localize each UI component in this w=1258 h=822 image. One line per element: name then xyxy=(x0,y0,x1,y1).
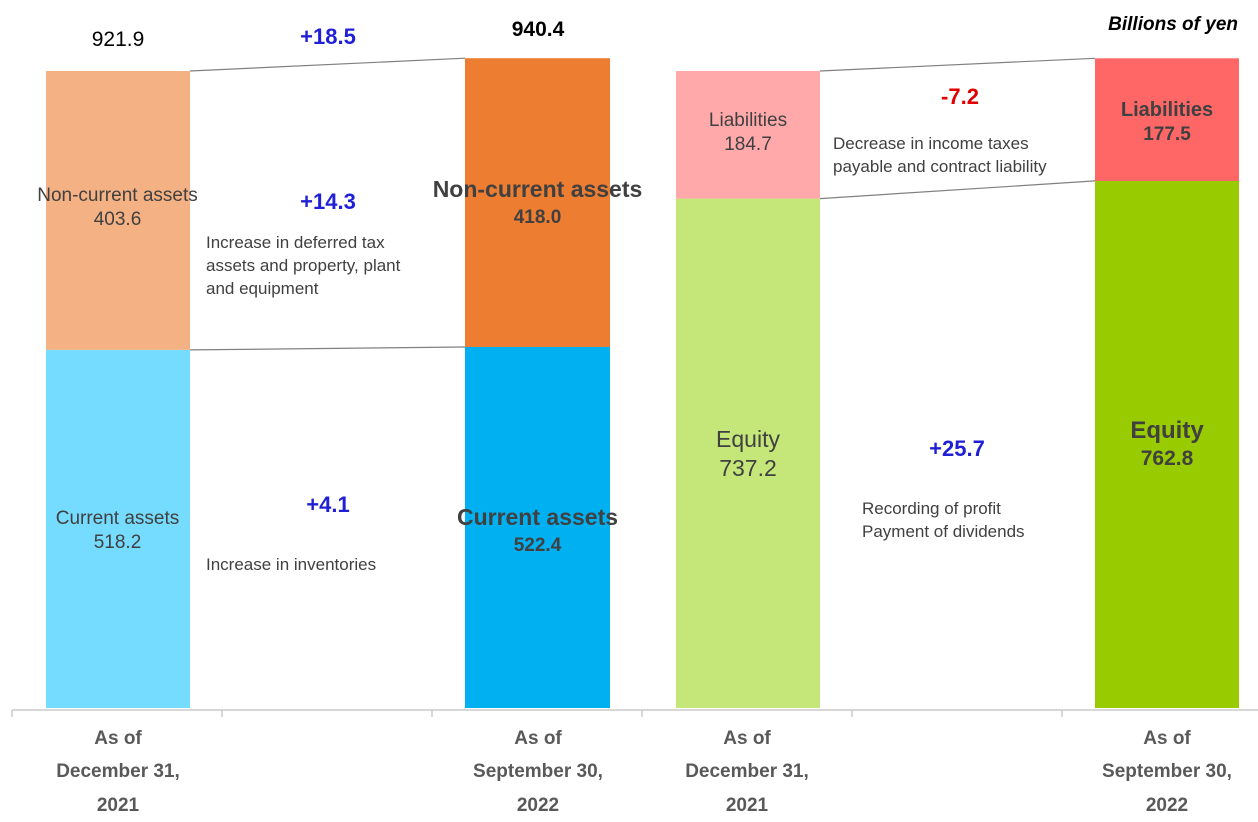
prev-noncurrent-value: 403.6 xyxy=(93,208,142,230)
curr-assets-bar-non-current-assets xyxy=(465,58,610,347)
unit-label: Billions of yen xyxy=(1108,14,1238,35)
curr-le-bar-equity xyxy=(1095,180,1239,708)
equity-change-note: Recording of profit Payment of dividends xyxy=(862,498,1025,544)
prev-equity-label: Equity 737.2 xyxy=(676,425,820,483)
equity-change-note-line-2: Payment of dividends xyxy=(862,521,1025,541)
curr-assets-bar-current-assets xyxy=(465,347,610,708)
prev-le-bar-equity xyxy=(676,198,820,708)
prev-equity-name: Equity xyxy=(716,426,780,452)
le-connector-mid xyxy=(819,180,1096,200)
noncurrent-change-delta: +14.3 xyxy=(300,189,356,214)
x-tick-text-3: As of December 31, 2021 xyxy=(685,728,809,816)
curr-equity-label: Equity 762.8 xyxy=(1095,416,1239,472)
prev-current-value: 518.2 xyxy=(93,531,142,553)
x-tick-text-2: As of September 30, 2022 xyxy=(473,728,603,816)
total-curr-label: 940.4 xyxy=(511,18,565,41)
liab-change-note-line-2: payable and contract liability xyxy=(833,156,1047,176)
x-tick-label-4: As of September 30, 2022 xyxy=(1067,722,1258,822)
prev-liab-name: Liabilities xyxy=(708,110,788,131)
assets-connector-mid xyxy=(189,346,466,351)
prev-current-name: Current assets xyxy=(55,508,180,529)
current-change-note-line-1: Increase in inventories xyxy=(206,555,377,574)
x-tick-label-2: As of September 30, 2022 xyxy=(438,722,638,822)
curr-equity-name: Equity xyxy=(1130,417,1204,444)
prev-noncurrent-label: Non-current assets 403.6 xyxy=(10,184,225,232)
x-tick-label-1: As of December 31, 2021 xyxy=(18,722,218,822)
liab-change-note-line-1: Decrease in income taxes xyxy=(833,134,1029,153)
curr-equity-value: 762.8 xyxy=(1140,447,1194,470)
equity-change-delta: +25.7 xyxy=(929,436,985,461)
current-change-note: Increase in inventories xyxy=(206,554,376,577)
noncurrent-change-note-line-1: Increase in deferred tax xyxy=(206,233,385,252)
assets-connector-top xyxy=(189,57,466,72)
curr-noncurrent-label: Non-current assets 418.0 xyxy=(400,175,675,230)
liab-change-note: Decrease in income taxes payable and con… xyxy=(833,133,1047,179)
prev-le-bar-liabilities xyxy=(676,71,820,199)
prev-assets-bar-non-current-assets xyxy=(46,71,190,350)
prev-assets-bar-current-assets xyxy=(46,349,190,708)
curr-noncurrent-name: Non-current assets xyxy=(432,176,643,202)
curr-current-label: Current assets 522.4 xyxy=(400,503,675,558)
total-prev-label: 921.9 xyxy=(91,28,145,51)
curr-current-name: Current assets xyxy=(456,504,619,530)
x-tick-text-4: As of September 30, 2022 xyxy=(1102,728,1232,816)
equity-change-note-line-1: Recording of profit xyxy=(862,499,1001,518)
curr-liab-name: Liabilities xyxy=(1120,99,1214,121)
x-tick-text-1: As of December 31, 2021 xyxy=(56,728,180,816)
prev-liab-value: 184.7 xyxy=(724,133,772,155)
curr-noncurrent-value: 418.0 xyxy=(513,206,562,228)
noncurrent-change-note-line-3: and equipment xyxy=(206,278,319,298)
total-change-label: +18.5 xyxy=(300,24,356,49)
le-connector-top xyxy=(819,57,1096,72)
noncurrent-change-note: Increase in deferred tax assets and prop… xyxy=(206,232,400,301)
prev-equity-value: 737.2 xyxy=(719,454,777,481)
x-tick-label-3: As of December 31, 2021 xyxy=(647,722,847,822)
curr-le-bar-liabilities xyxy=(1095,58,1239,181)
prev-liab-label: Liabilities 184.7 xyxy=(676,109,820,157)
prev-noncurrent-name: Non-current assets xyxy=(37,185,198,206)
curr-liab-value: 177.5 xyxy=(1143,124,1191,145)
liab-change-delta: -7.2 xyxy=(941,84,979,109)
noncurrent-change-note-line-2: assets and property, plant xyxy=(206,255,401,275)
prev-current-label: Current assets 518.2 xyxy=(10,507,225,555)
curr-current-value: 522.4 xyxy=(513,534,562,556)
curr-liab-label: Liabilities 177.5 xyxy=(1095,98,1239,147)
current-change-delta: +4.1 xyxy=(306,492,350,517)
